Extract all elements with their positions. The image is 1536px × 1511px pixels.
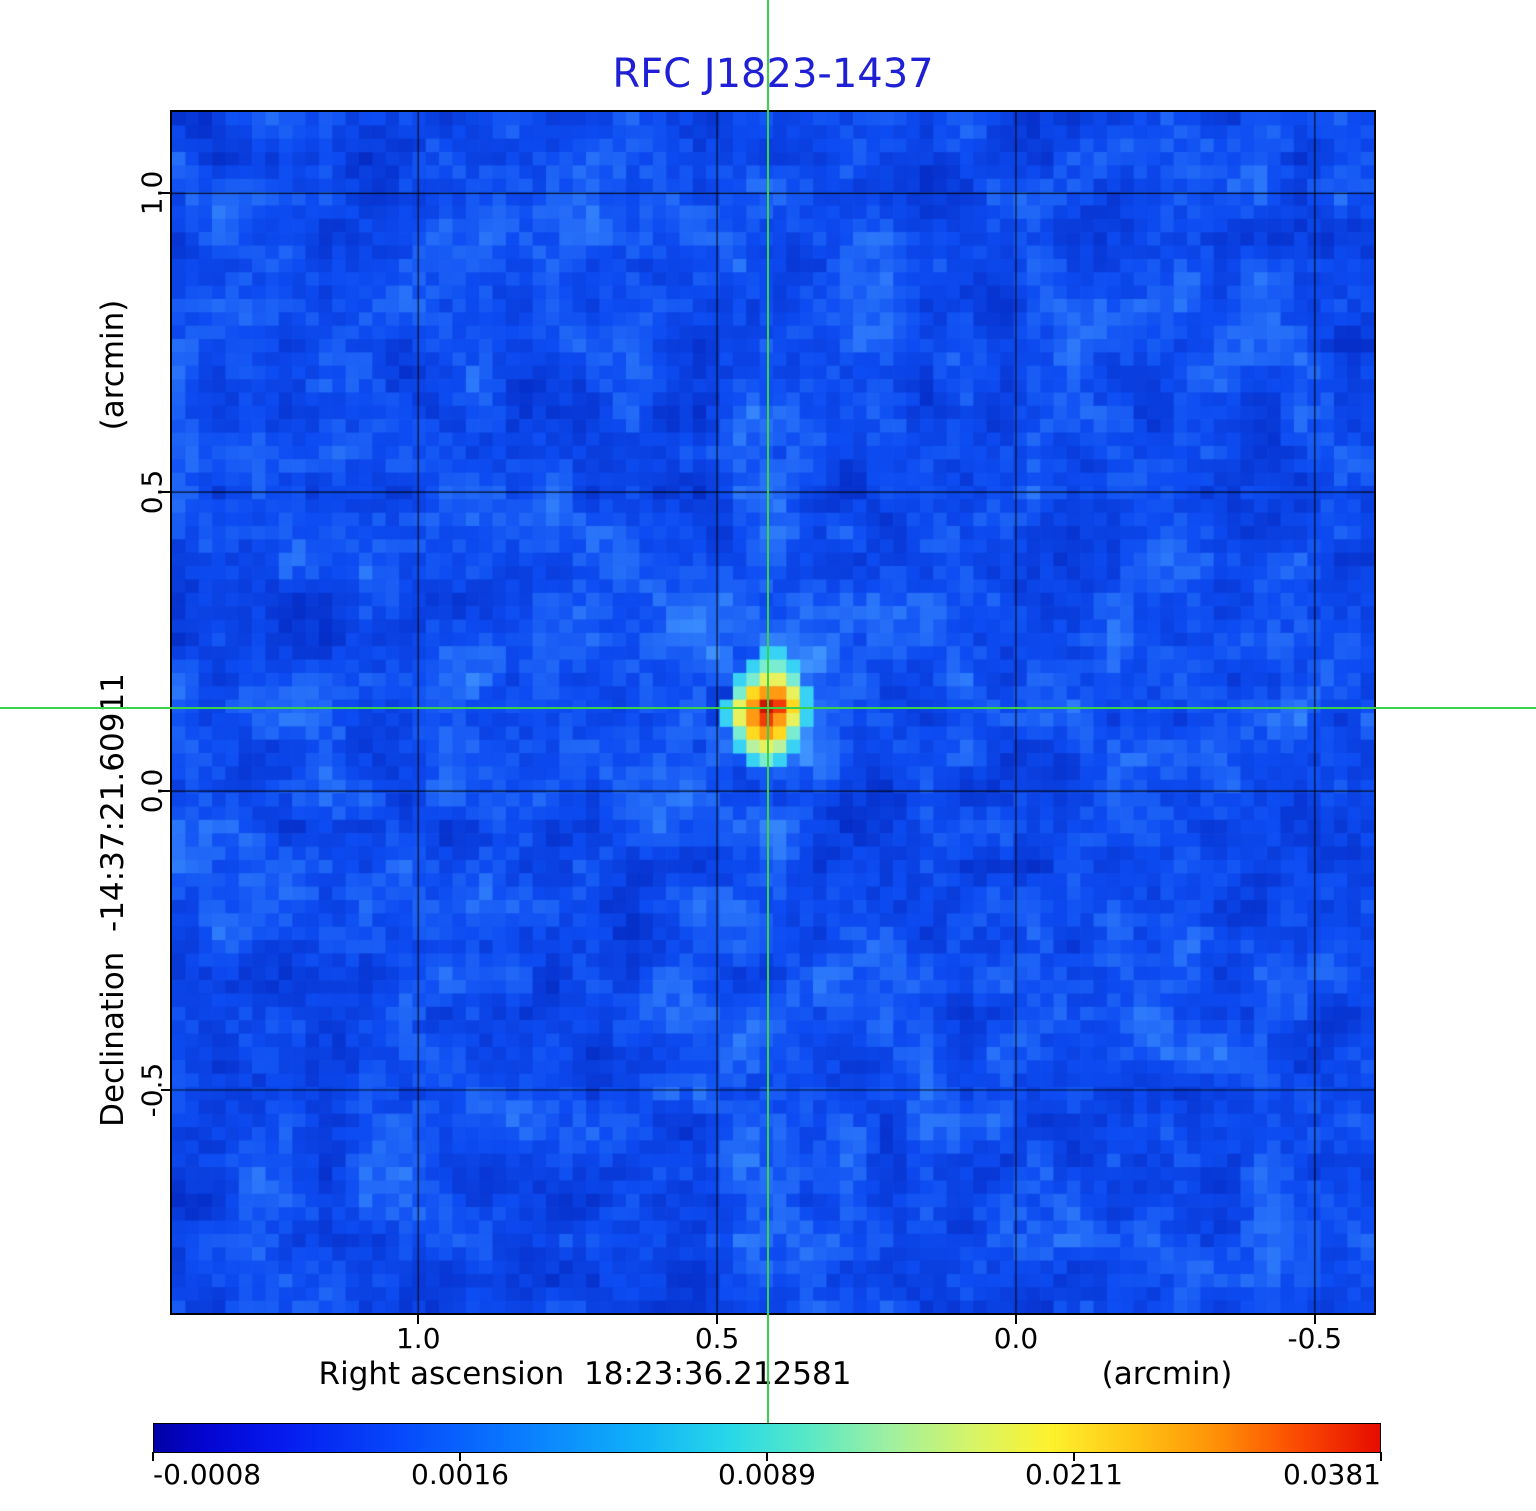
colorbar-tickmark <box>1073 1452 1075 1461</box>
y-tickmark <box>161 192 170 195</box>
x-tick-label: 0.0 <box>993 1322 1039 1355</box>
colorbar-tick-label: -0.0008 <box>153 1458 262 1491</box>
colorbar-tickmark <box>459 1452 461 1461</box>
colorbar-tickmark <box>152 1452 154 1461</box>
sky-map-canvas[interactable] <box>172 112 1374 1313</box>
x-axis-label: Right ascension 18:23:36.212581 <box>318 1356 852 1392</box>
x-tick-label: 0.5 <box>694 1322 740 1355</box>
colorbar-tick-label: 0.0211 <box>1025 1458 1123 1491</box>
x-tickmark <box>1014 1315 1017 1324</box>
colorbar-tick-label: 0.0089 <box>718 1458 816 1491</box>
y-tickmark <box>161 1089 170 1092</box>
x-tick-label: 1.0 <box>395 1322 441 1355</box>
y-tick-label: 0.5 <box>135 469 169 515</box>
x-tickmark <box>417 1315 420 1324</box>
y-tick-label: -0.5 <box>135 1062 169 1118</box>
colorbar-tickmark <box>1380 1452 1382 1461</box>
x-tickmark <box>1313 1315 1316 1324</box>
y-axis-label: Declination -14:37:21.60911 <box>95 673 131 1127</box>
x-tick-label: -0.5 <box>1287 1322 1343 1355</box>
colorbar-tickmark <box>766 1452 768 1461</box>
sky-map[interactable] <box>170 110 1376 1315</box>
colorbar-tick-label: 0.0381 <box>1283 1458 1381 1491</box>
y-axis-unit-label: (arcmin) <box>95 299 131 431</box>
plot-title: RFC J1823-1437 <box>612 51 934 97</box>
crosshair-horizontal-line <box>0 707 1536 710</box>
y-tickmark <box>161 491 170 494</box>
colorbar <box>153 1423 1381 1453</box>
crosshair-vertical-line <box>766 0 769 1423</box>
colorbar-tick-label: 0.0016 <box>411 1458 509 1491</box>
x-tickmark <box>716 1315 719 1324</box>
x-axis-unit-label: (arcmin) <box>1101 1356 1233 1392</box>
y-tick-label: 0.0 <box>135 768 169 814</box>
y-tickmark <box>161 790 170 793</box>
y-tick-label: 1.0 <box>135 171 169 216</box>
